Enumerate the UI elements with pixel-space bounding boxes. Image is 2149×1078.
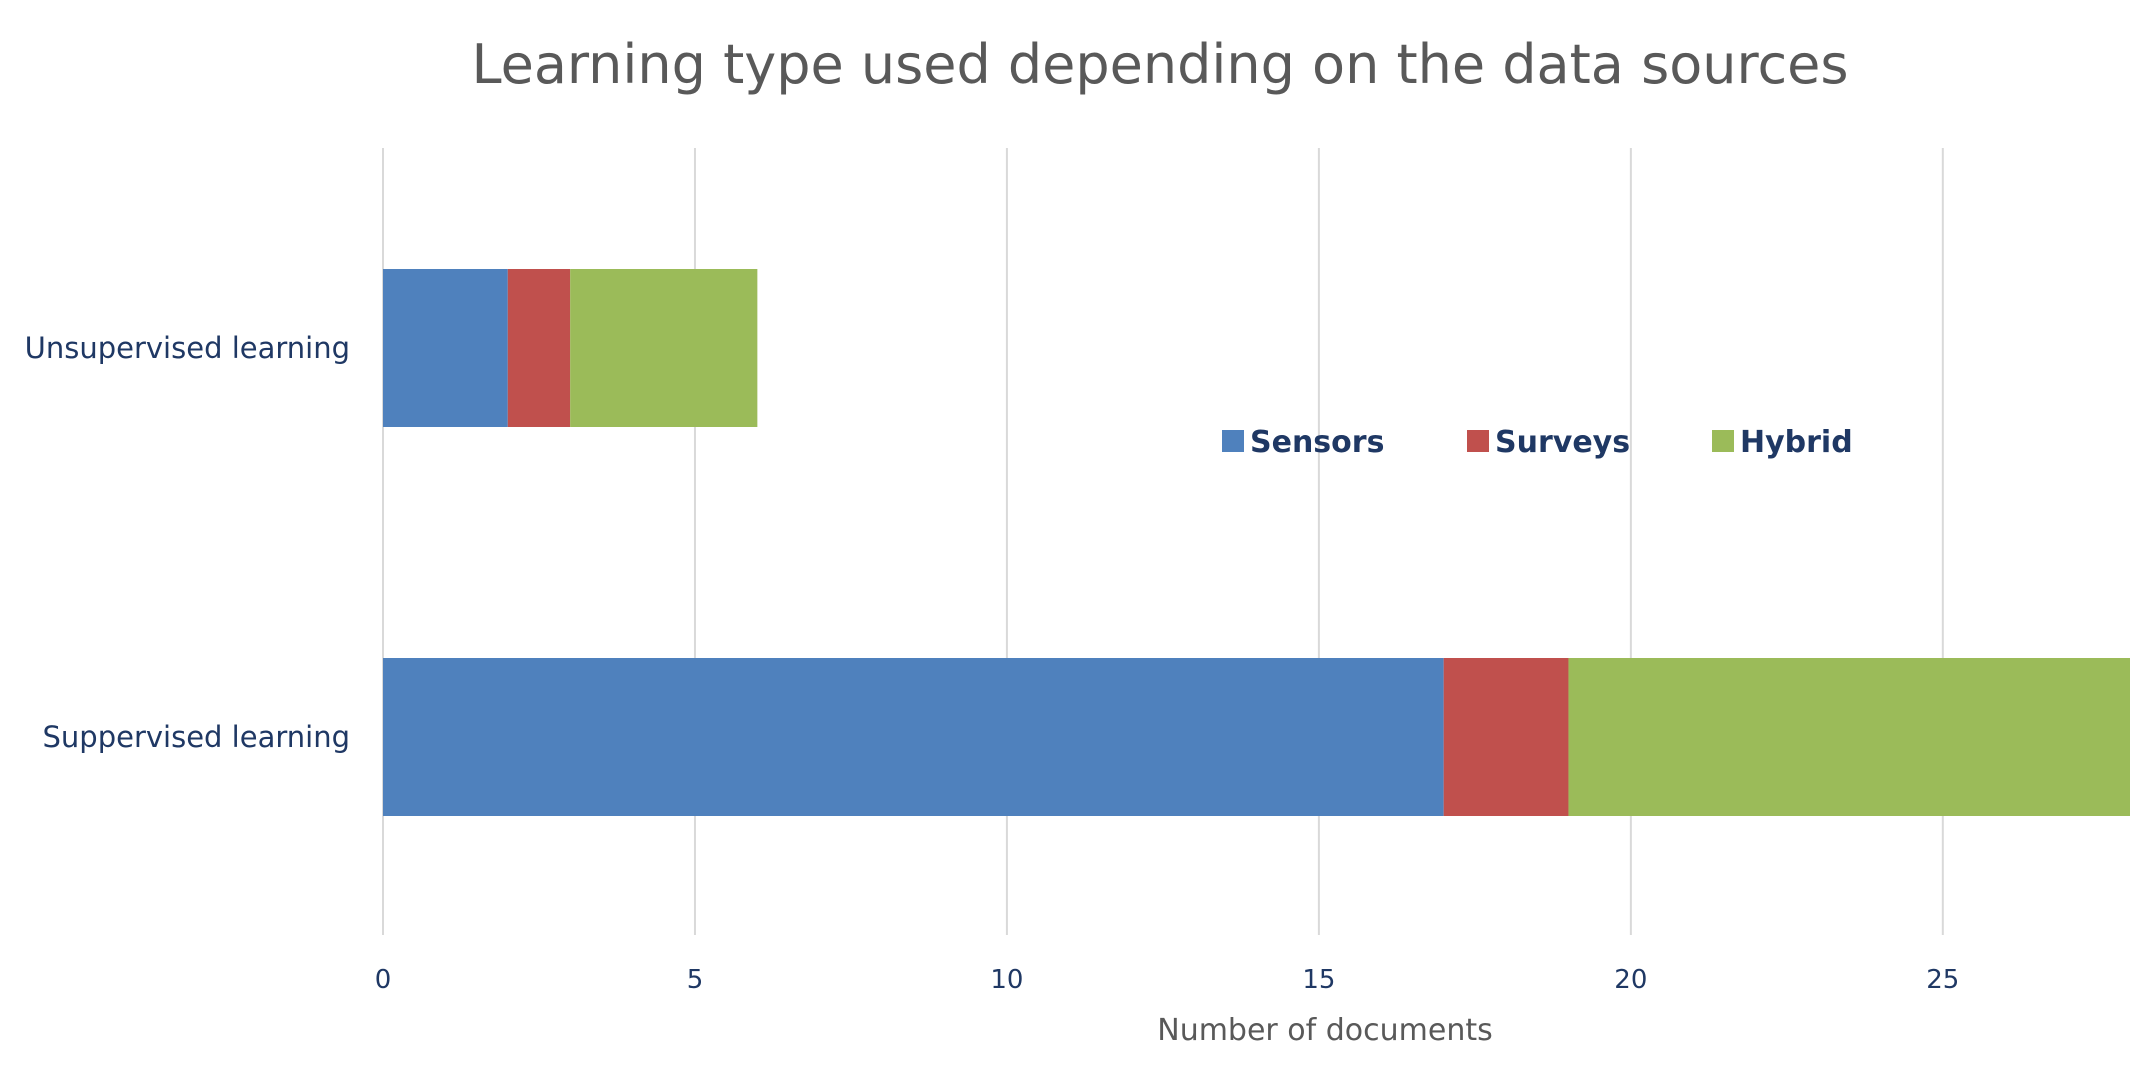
bar-surveys-cat-1 bbox=[1443, 658, 1569, 816]
x-tick-labels: 0 5 10 15 20 25 bbox=[375, 965, 1960, 995]
legend-label-hybrid: Hybrid bbox=[1740, 425, 1853, 460]
legend-swatch-sensors bbox=[1222, 430, 1244, 452]
x-tick-label-10: 10 bbox=[990, 965, 1023, 995]
category-labels: Unsupervised learning Suppervised learnin… bbox=[25, 331, 350, 754]
legend-swatch-surveys bbox=[1467, 430, 1489, 452]
chart-title: Learning type used depending on the data… bbox=[471, 33, 1848, 96]
legend-label-sensors: Sensors bbox=[1250, 425, 1384, 460]
x-tick-label-0: 0 bbox=[375, 965, 392, 995]
bar-hybrid-cat-0 bbox=[570, 269, 758, 427]
gridlines bbox=[382, 148, 1944, 935]
x-tick-label-15: 15 bbox=[1302, 965, 1335, 995]
category-label-0: Unsupervised learning bbox=[25, 331, 350, 365]
x-tick-label-20: 20 bbox=[1614, 965, 1647, 995]
x-tick-label-5: 5 bbox=[687, 965, 704, 995]
legend: Sensors Surveys Hybrid bbox=[1222, 425, 1853, 460]
bar-sensors-cat-1 bbox=[383, 658, 1444, 816]
x-axis-title: Number of documents bbox=[1157, 1013, 1493, 1048]
legend-swatch-hybrid bbox=[1712, 430, 1734, 452]
legend-label-surveys: Surveys bbox=[1495, 425, 1630, 460]
x-tick-label-25: 25 bbox=[1926, 965, 1959, 995]
category-label-1: Suppervised learning bbox=[43, 720, 350, 754]
bar-hybrid-cat-1 bbox=[1568, 658, 2130, 816]
bar-sensors-cat-0 bbox=[383, 269, 508, 427]
bars bbox=[383, 269, 2130, 816]
bar-surveys-cat-0 bbox=[507, 269, 571, 427]
